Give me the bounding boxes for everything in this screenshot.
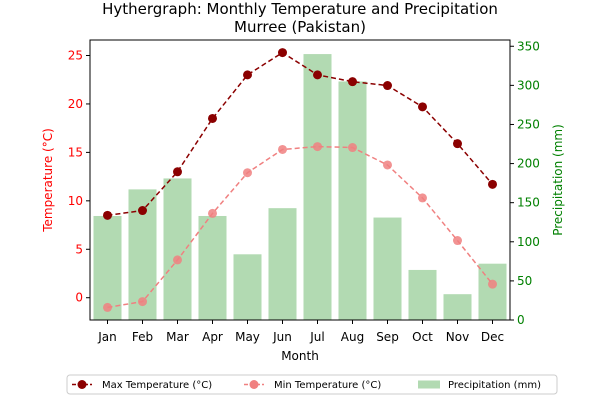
precipitation-bar-aug <box>338 81 367 320</box>
min-temp-line <box>107 145 494 309</box>
precipitation-bar-mar <box>163 178 192 320</box>
y-right-tick-label: 50 <box>517 274 532 288</box>
legend-precipitation-swatch <box>418 380 440 389</box>
min-temp-point-sep <box>383 160 392 170</box>
y-axis-right-label: Precipitation (mm) <box>551 124 565 236</box>
precipitation-bar-apr <box>198 215 227 320</box>
min-temp-point-may <box>243 168 252 178</box>
chart-title: Hythergraph: Monthly Temperature and Pre… <box>102 0 498 18</box>
max-temp-point-jul <box>313 70 322 80</box>
precipitation-bar-oct <box>408 269 437 320</box>
x-tick-label-sep: Sep <box>376 330 399 344</box>
legend-precipitation-label: Precipitation (mm) <box>448 380 541 391</box>
plot-frame <box>89 39 511 321</box>
y-right-tick-label: 100 <box>517 235 540 249</box>
min-temp-point-jul <box>313 142 322 152</box>
chart-subtitle: Murree (Pakistan) <box>234 18 366 36</box>
y-left-tick-label: 25 <box>68 49 83 63</box>
min-temp-point-jan <box>103 302 112 312</box>
y-right-tick-label: 350 <box>517 39 540 53</box>
temperature-lines <box>103 48 497 312</box>
x-tick-label-jun: Jun <box>272 330 292 344</box>
max-temp-point-jun <box>278 48 287 58</box>
x-tick-label-may: May <box>235 330 260 344</box>
y-axis-left-label: Temperature (°C) <box>41 128 55 233</box>
legend-box <box>66 374 558 395</box>
y-right-tick-label: 200 <box>517 157 540 171</box>
y-right-tick-label: 250 <box>517 117 540 131</box>
x-tick-label-apr: Apr <box>202 330 223 344</box>
max-temp-point-sep <box>383 81 392 91</box>
precipitation-bar-may <box>233 254 262 320</box>
y-right-tick-label: 150 <box>517 196 540 210</box>
max-temp-point-apr <box>208 113 217 123</box>
y-left-tick-label: 15 <box>68 145 83 159</box>
x-tick-label-jan: Jan <box>97 330 117 344</box>
y-left-tick-label: 5 <box>75 242 83 256</box>
x-tick-label-jul: Jul <box>309 330 324 344</box>
max-temp-point-dec <box>488 179 497 189</box>
max-temp-point-mar <box>173 167 182 177</box>
right-axis: 0 50 100 150 200 250 300 350 <box>510 39 540 327</box>
y-right-tick-label: 300 <box>517 78 540 92</box>
x-tick-label-nov: Nov <box>446 330 469 344</box>
max-temp-point-jan <box>103 210 112 220</box>
max-temp-point-feb <box>138 206 147 216</box>
y-left-tick-label: 10 <box>68 194 83 208</box>
precipitation-bar-nov <box>443 294 472 320</box>
max-temp-point-may <box>243 70 252 80</box>
x-tick-label-dec: Dec <box>481 330 504 344</box>
left-axis: 0 5 10 15 20 25 <box>68 49 90 305</box>
legend-max-temp-label: Max Temperature (°C) <box>102 380 212 391</box>
max-temp-line <box>107 51 494 217</box>
min-temp-point-dec <box>488 279 497 289</box>
max-temp-point-aug <box>348 77 357 87</box>
min-temp-point-nov <box>453 236 462 246</box>
y-right-tick-label: 0 <box>517 313 525 327</box>
precipitation-bars <box>93 54 507 320</box>
precipitation-bar-jul <box>303 54 332 320</box>
min-temp-point-oct <box>418 193 427 203</box>
y-left-tick-label: 0 <box>75 291 83 305</box>
precipitation-bar-jun <box>268 208 297 320</box>
legend: Max Temperature (°C) Min Temperature (°C)… <box>66 374 558 395</box>
x-tick-label-aug: Aug <box>341 330 364 344</box>
max-temp-point-oct <box>418 102 427 112</box>
min-temp-point-apr <box>208 208 217 218</box>
min-temp-point-jun <box>278 144 287 154</box>
legend-min-temp-marker-swatch <box>249 380 259 389</box>
x-tick-label-oct: Oct <box>412 330 433 344</box>
legend-max-temp-marker-swatch <box>77 380 87 389</box>
min-temp-point-aug <box>348 143 357 153</box>
x-tick-label-mar: Mar <box>166 330 189 344</box>
y-left-tick-label: 20 <box>68 97 83 111</box>
min-temp-point-feb <box>138 297 147 307</box>
legend-min-temp-label: Min Temperature (°C) <box>274 380 381 391</box>
min-temp-point-mar <box>173 255 182 265</box>
x-axis-label: Month <box>281 349 319 363</box>
max-temp-point-nov <box>453 139 462 149</box>
precipitation-bar-jan <box>93 215 122 320</box>
precipitation-bar-sep <box>373 217 402 320</box>
x-tick-label-feb: Feb <box>132 330 153 344</box>
x-axis: Jan Feb Mar Apr May Jun Jul Aug Sep Oct Nov Dec <box>97 320 504 344</box>
